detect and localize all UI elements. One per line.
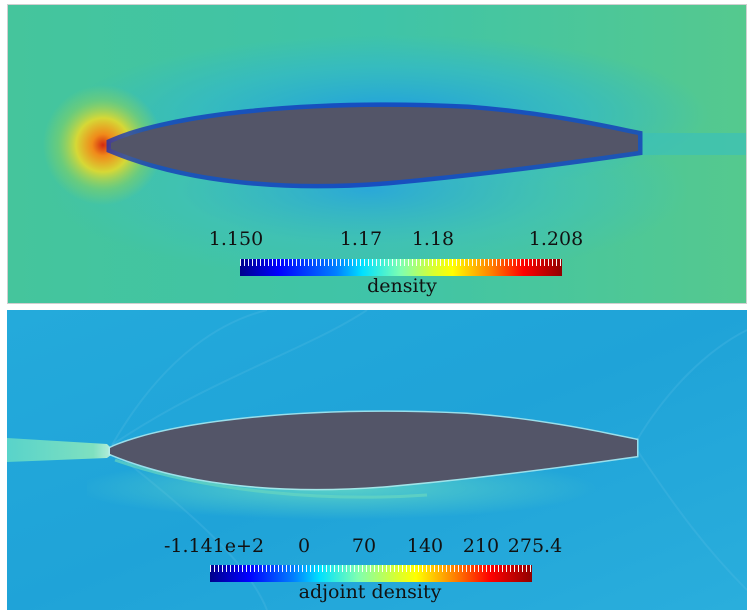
density-field-plot <box>8 5 746 303</box>
adjoint-density-colorbar-title: adjoint density <box>298 581 442 603</box>
adjoint-density-field-panel: -1.141e+2 0 70 140 210 275.4 adjoint den… <box>7 310 747 610</box>
adjoint-density-field-plot <box>7 310 747 610</box>
density-tick-label: 1.18 <box>411 228 455 250</box>
adjoint-density-tick-label: 0 <box>297 535 311 557</box>
adjoint-density-tick-label: 210 <box>462 535 500 557</box>
upstream-jet <box>7 438 115 462</box>
adjoint-density-tick-label: 140 <box>406 535 444 557</box>
airfoil-shape <box>111 106 638 184</box>
density-field-panel: 1.150 1.17 1.18 1.208 density <box>7 4 747 304</box>
density-colorbar <box>240 259 562 276</box>
density-tick-label: 1.17 <box>339 228 383 250</box>
density-colorbar-minor-ticks <box>240 259 562 266</box>
adjoint-density-tick-label: -1.141e+2 <box>163 535 265 557</box>
density-colorbar-title: density <box>367 275 437 297</box>
adjoint-density-colorbar <box>210 565 532 582</box>
adjoint-density-colorbar-minor-ticks <box>210 565 532 572</box>
airfoil-shape <box>110 411 637 489</box>
density-tick-label: 1.208 <box>528 228 584 250</box>
adjoint-density-tick-label: 275.4 <box>507 535 563 557</box>
density-tick-label: 1.150 <box>208 228 264 250</box>
adjoint-density-tick-label: 70 <box>351 535 377 557</box>
